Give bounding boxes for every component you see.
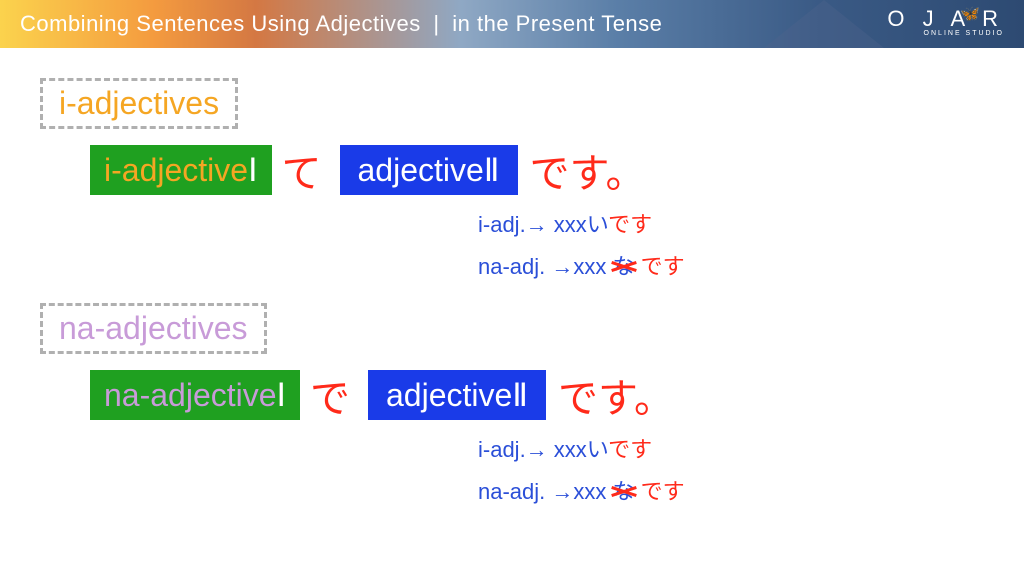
adjective-box2-bottom: adjectiveⅡ bbox=[368, 370, 546, 420]
note-i-red-b: です bbox=[608, 437, 652, 462]
box1-num: Ⅰ bbox=[248, 152, 257, 188]
note-i-prefix-b: i-adj.→ bbox=[478, 437, 554, 462]
i-adjective-row: i-adjectiveⅠ て adjectiveⅡ です。 bbox=[90, 141, 994, 199]
te-connector: て bbox=[282, 141, 322, 199]
note-na-strike-b: な bbox=[613, 474, 635, 506]
note-na-prefix-b: na-adj. → bbox=[478, 479, 573, 504]
note-na-bottom: na-adj. →xxx な です bbox=[478, 474, 994, 506]
butterfly-icon: 🦋 bbox=[960, 4, 980, 24]
na-adjectives-label: na-adjectives bbox=[40, 303, 267, 354]
box2-text: adjective bbox=[358, 152, 484, 188]
slide-header: Combining Sentences Using Adjectives | i… bbox=[0, 0, 1024, 48]
note-i-blue: xxxい bbox=[554, 212, 608, 237]
note-na-blue-b: xxx bbox=[573, 479, 612, 504]
note-na-red: です bbox=[635, 254, 685, 279]
box2-num-b: Ⅱ bbox=[512, 377, 528, 413]
box1-prefix: i-adjective bbox=[104, 152, 248, 188]
box1-num-na: Ⅰ bbox=[277, 377, 286, 413]
i-adjectives-label: i-adjectives bbox=[40, 78, 238, 129]
note-na-blue: xxx bbox=[573, 254, 612, 279]
box1-prefix-na: na-adjective bbox=[104, 377, 277, 413]
title-left: Combining Sentences Using Adjectives bbox=[20, 11, 421, 36]
title-separator: | bbox=[433, 11, 439, 36]
header-title: Combining Sentences Using Adjectives | i… bbox=[20, 11, 662, 37]
de-connector: で bbox=[310, 366, 350, 424]
title-right: in the Present Tense bbox=[452, 11, 662, 36]
mountain-decoration bbox=[764, 0, 884, 48]
note-na-top: na-adj. →xxx な です bbox=[478, 249, 994, 281]
note-i-prefix: i-adj.→ bbox=[478, 212, 554, 237]
na-adjective-row: na-adjectiveⅠ で adjectiveⅡ です。 bbox=[90, 366, 994, 424]
note-i-top: i-adj.→ xxxいです bbox=[478, 207, 994, 239]
note-i-bottom: i-adj.→ xxxいです bbox=[478, 432, 994, 464]
adjective-box2-top: adjectiveⅡ bbox=[340, 145, 518, 195]
desu-top: です。 bbox=[530, 141, 646, 199]
box2-num: Ⅱ bbox=[484, 152, 500, 188]
notes-bottom: i-adj.→ xxxいです na-adj. →xxx な です bbox=[478, 432, 994, 506]
notes-top: i-adj.→ xxxいです na-adj. →xxx な です bbox=[478, 207, 994, 281]
logo-main: O J A R bbox=[887, 6, 1004, 32]
desu-bottom: です。 bbox=[558, 366, 674, 424]
i-adjective-box1: i-adjectiveⅠ bbox=[90, 145, 272, 195]
slide-content: i-adjectives i-adjectiveⅠ て adjectiveⅡ で… bbox=[0, 48, 1024, 506]
note-i-red: です bbox=[608, 212, 652, 237]
box2-text-b: adjective bbox=[386, 377, 512, 413]
note-na-strike: な bbox=[613, 249, 635, 281]
note-na-prefix: na-adj. → bbox=[478, 254, 573, 279]
note-i-blue-b: xxxい bbox=[554, 437, 608, 462]
logo: 🦋 O J A R ONLINE STUDIO bbox=[887, 6, 1004, 37]
na-adjective-box1: na-adjectiveⅠ bbox=[90, 370, 300, 420]
note-na-red-b: です bbox=[635, 479, 685, 504]
